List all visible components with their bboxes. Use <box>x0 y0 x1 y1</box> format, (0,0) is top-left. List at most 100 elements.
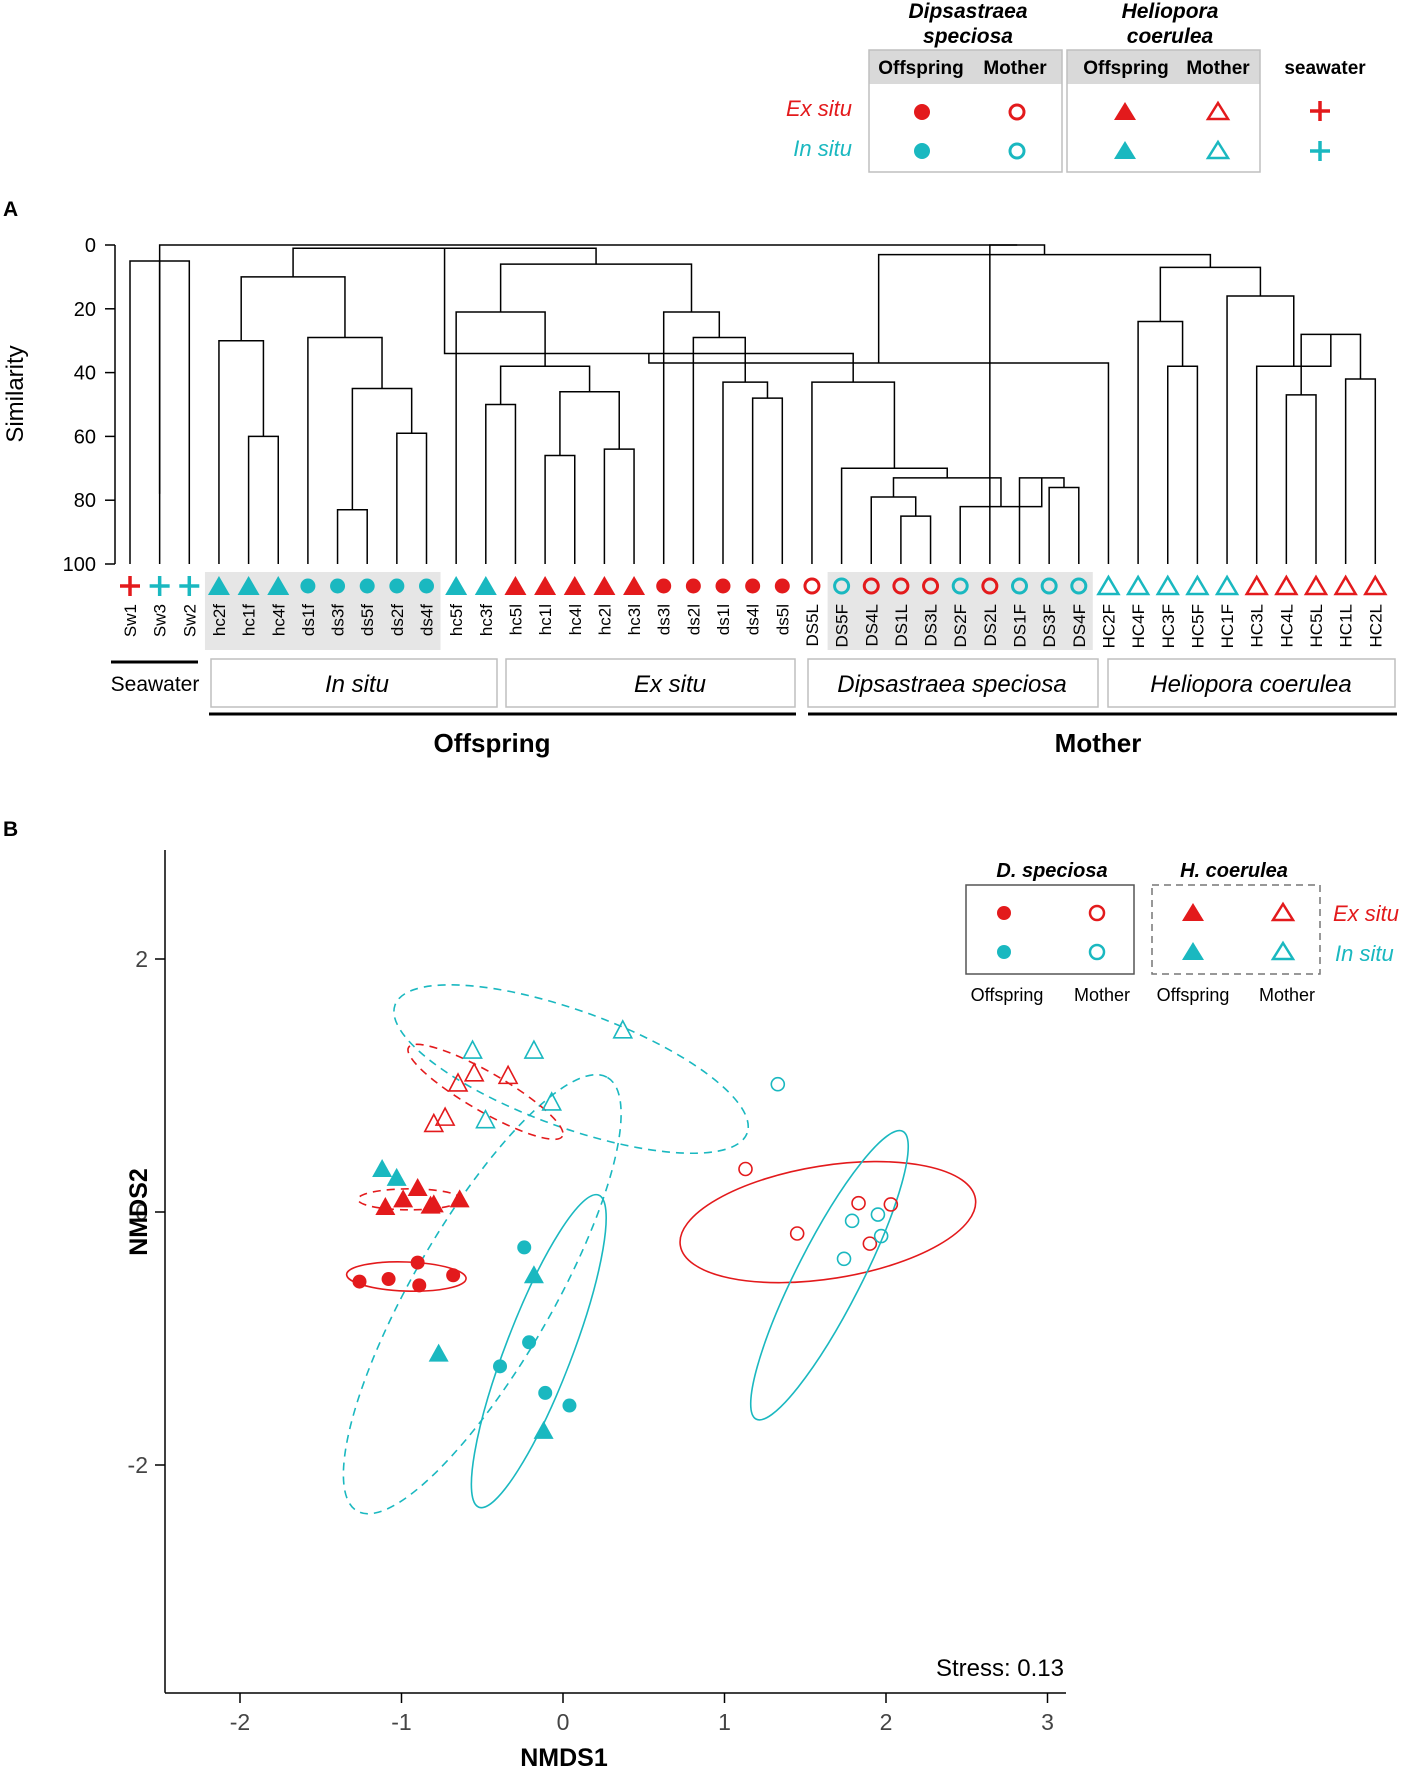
dendro-link <box>1255 334 1332 564</box>
dendro-link <box>1137 320 1184 564</box>
panel-a: A Similarity 0 20 40 60 80 100 Sw1 Sw3 Sw2 hc2f h… <box>2 198 1397 758</box>
legend-hc-off-in-tri <box>1114 141 1136 159</box>
leaf-label: hc4l <box>566 604 585 635</box>
legend-hc-mot-in-opentri <box>1205 139 1231 160</box>
dendro-link <box>336 509 368 564</box>
dendro-ytick-label: 80 <box>74 490 96 512</box>
leaf-marker-plus <box>120 576 140 596</box>
leaf-label: HC2L <box>1366 604 1385 647</box>
dendro-link <box>900 515 932 564</box>
nmds-legend-ds-box <box>965 884 1135 975</box>
nmds-xtick-label: 2 <box>880 1709 893 1735</box>
point-ds_off_ex <box>381 1272 396 1287</box>
grey-band-1 <box>827 572 1093 650</box>
leaf-marker-tri <box>563 576 586 595</box>
point-ds_mot_ex <box>738 1161 753 1177</box>
leaf-marker-ring <box>1040 577 1058 595</box>
leaf-label: DS4F <box>1070 604 1089 647</box>
nmds-legend: D. speciosa H. coerulea Ex situ In situ … <box>965 860 1399 1005</box>
point-hc_off_in <box>386 1167 407 1186</box>
nmds-legend-ex-situ: Ex situ <box>1333 901 1399 926</box>
nmds-xtick-label: 0 <box>557 1709 570 1735</box>
nmds-legend-ds-mother: Mother <box>1074 985 1130 1005</box>
leaf-marker-opentri <box>1363 574 1388 596</box>
point-hc_off_ex <box>393 1189 414 1208</box>
leaf-marker-opentri <box>1096 574 1121 596</box>
leaf-marker-ring <box>862 577 880 595</box>
leaf-marker-dot <box>656 578 672 594</box>
point-ds_mot_in <box>770 1076 786 1092</box>
legend-species2-line2: coerulea <box>1127 25 1214 48</box>
dendro-link <box>499 365 591 405</box>
point-ds_off_in <box>493 1359 508 1374</box>
legend-ex-situ: Ex situ <box>786 96 852 121</box>
leaf-label: DS3L <box>922 604 941 647</box>
point-hc_mot_in <box>475 1108 496 1129</box>
nmds-legend-ds-off-ex <box>997 906 1011 920</box>
dendro-link <box>485 403 517 564</box>
nmds-legend-ds-mot-in <box>1088 943 1106 961</box>
dendro-link <box>218 339 265 564</box>
nmds-legend-in-situ: In situ <box>1335 941 1394 966</box>
leaf-marker-tri <box>474 576 497 595</box>
leaf-label: hc5l <box>506 604 525 635</box>
dendro-grey-bands <box>204 572 1093 650</box>
leaf-label: Sw2 <box>180 604 199 637</box>
point-ds_off_ex <box>352 1274 367 1289</box>
dendro-ytick-label: 20 <box>74 299 96 321</box>
leaf-label: DS5L <box>803 604 822 647</box>
ellipse-hc_mot_in_dashed <box>393 984 750 1155</box>
dendro-link <box>811 381 896 564</box>
dendro-ytick-label: 0 <box>85 235 96 257</box>
leaf-label: ds4l <box>744 604 763 635</box>
leaf-label: ds5f <box>358 604 377 636</box>
group-box-hc <box>1107 658 1396 708</box>
leaf-marker-dot <box>300 578 316 594</box>
group-ex-situ: Ex situ <box>634 671 706 698</box>
leaf-marker-tri <box>267 576 290 595</box>
nmds-xtick-label: 1 <box>718 1709 731 1735</box>
leaf-marker-opentri <box>1185 574 1210 596</box>
dendro-group-boxes: Seawater In situ Ex situ Dipsastraea spe… <box>111 658 1397 758</box>
dendro-link <box>396 432 428 564</box>
leaf-label: hc4f <box>269 604 288 636</box>
leaf-marker-tri <box>445 576 468 595</box>
legend-species2-line1: Heliopora <box>1122 0 1219 23</box>
dendro-link <box>662 311 721 564</box>
point-hc_off_ex <box>407 1177 428 1196</box>
legend-ds-box <box>868 49 1063 173</box>
dendro-link <box>1285 394 1317 564</box>
dendro-link <box>544 454 576 564</box>
leaf-marker-dot <box>685 578 701 594</box>
group-box-ds <box>807 658 1099 708</box>
leaf-label: HC4L <box>1277 604 1296 647</box>
leaf-marker-tri <box>207 576 230 595</box>
leaf-marker-dot <box>419 578 434 594</box>
leaf-marker-dot <box>330 578 346 594</box>
dendro-link <box>499 263 693 312</box>
leaf-marker-plus <box>149 576 170 596</box>
dendro-ytick-label: 60 <box>74 426 96 448</box>
point-hc_mot_ex <box>463 1062 485 1082</box>
group-ds: Dipsastraea speciosa <box>837 671 1066 698</box>
legend-hc-mother: Mother <box>1186 58 1250 79</box>
dendro-link <box>240 276 346 341</box>
group-hc: Heliopora coerulea <box>1150 671 1351 698</box>
ellipse-ds_mot_ex <box>679 1160 977 1284</box>
nmds-legend-hc-off-in <box>1182 942 1204 960</box>
point-hc_off_ex <box>375 1196 396 1215</box>
point-ds_mot_ex <box>851 1195 866 1211</box>
leaf-marker-plus <box>179 576 200 596</box>
leaf-label: DS2L <box>981 604 1000 647</box>
top-legend: Dipsastraea speciosa Heliopora coerulea … <box>786 0 1366 173</box>
legend-species1-line1: Dipsastraea <box>908 0 1027 23</box>
nmds-xlabel: NMDS1 <box>520 1744 608 1772</box>
group-seawater: Seawater <box>111 673 200 696</box>
panel-b-label: B <box>3 818 18 841</box>
leaf-marker-ring <box>951 577 969 595</box>
leaf-label: HC4F <box>1129 604 1148 648</box>
legend-species1-line2: speciosa <box>923 25 1013 48</box>
point-hc_mot_ex <box>434 1106 456 1126</box>
dendro-link <box>559 390 620 456</box>
leaf-label: HC5L <box>1307 604 1326 647</box>
